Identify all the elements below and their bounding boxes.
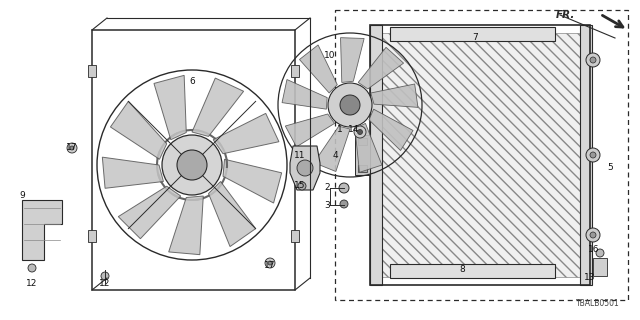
Polygon shape bbox=[169, 196, 204, 255]
Circle shape bbox=[268, 261, 272, 265]
Text: 11: 11 bbox=[294, 150, 306, 159]
Circle shape bbox=[590, 57, 596, 63]
Text: 2: 2 bbox=[324, 183, 330, 193]
Text: TBALB0501: TBALB0501 bbox=[576, 299, 620, 308]
Circle shape bbox=[590, 232, 596, 238]
Text: 5: 5 bbox=[607, 164, 613, 172]
Text: 6: 6 bbox=[189, 77, 195, 86]
Text: 12: 12 bbox=[26, 278, 38, 287]
Polygon shape bbox=[314, 126, 350, 172]
Polygon shape bbox=[118, 186, 180, 239]
Circle shape bbox=[101, 272, 109, 280]
Bar bbox=[88, 65, 96, 77]
Text: FR.: FR. bbox=[556, 10, 575, 20]
Polygon shape bbox=[209, 181, 255, 247]
Polygon shape bbox=[290, 146, 320, 190]
Circle shape bbox=[586, 228, 600, 242]
Circle shape bbox=[162, 135, 222, 195]
Polygon shape bbox=[285, 114, 335, 147]
Polygon shape bbox=[358, 47, 404, 89]
Circle shape bbox=[590, 152, 596, 158]
Bar bbox=[370, 25, 590, 285]
Circle shape bbox=[354, 126, 366, 138]
Circle shape bbox=[298, 182, 306, 190]
Text: 17: 17 bbox=[264, 260, 276, 269]
Text: 1: 1 bbox=[337, 125, 343, 134]
Bar bbox=[358, 138, 367, 145]
Text: 14: 14 bbox=[348, 125, 360, 134]
Text: 12: 12 bbox=[99, 278, 111, 287]
Text: 15: 15 bbox=[294, 180, 306, 189]
Circle shape bbox=[596, 249, 604, 257]
Polygon shape bbox=[282, 80, 327, 109]
Circle shape bbox=[358, 130, 362, 134]
Bar bbox=[390, 264, 555, 278]
Circle shape bbox=[340, 200, 348, 208]
Circle shape bbox=[586, 53, 600, 67]
Bar bbox=[378, 33, 582, 277]
Polygon shape bbox=[223, 159, 282, 203]
Bar bbox=[88, 230, 96, 242]
Circle shape bbox=[28, 264, 36, 272]
Bar bbox=[593, 258, 607, 276]
Circle shape bbox=[297, 160, 313, 176]
Circle shape bbox=[586, 148, 600, 162]
Bar bbox=[355, 135, 370, 175]
Circle shape bbox=[340, 95, 360, 115]
Polygon shape bbox=[102, 157, 163, 188]
Text: 10: 10 bbox=[324, 51, 336, 60]
Text: 13: 13 bbox=[584, 274, 596, 283]
Circle shape bbox=[177, 150, 207, 180]
Polygon shape bbox=[340, 38, 364, 83]
Bar bbox=[335, 10, 628, 300]
Circle shape bbox=[67, 143, 77, 153]
Polygon shape bbox=[192, 78, 244, 136]
Text: 8: 8 bbox=[459, 266, 465, 275]
Text: 4: 4 bbox=[332, 150, 338, 159]
Text: 17: 17 bbox=[67, 143, 77, 153]
Bar bbox=[358, 165, 367, 172]
Polygon shape bbox=[213, 113, 279, 154]
Polygon shape bbox=[111, 101, 167, 159]
Bar bbox=[390, 27, 555, 41]
Text: 9: 9 bbox=[19, 190, 25, 199]
Bar bbox=[291, 230, 299, 242]
Bar bbox=[580, 25, 592, 285]
Circle shape bbox=[265, 258, 275, 268]
Polygon shape bbox=[369, 109, 413, 150]
Bar bbox=[370, 25, 382, 285]
Polygon shape bbox=[355, 124, 382, 172]
Polygon shape bbox=[371, 84, 418, 108]
Bar bbox=[291, 65, 299, 77]
Polygon shape bbox=[300, 45, 337, 93]
Bar bbox=[92, 30, 295, 290]
Polygon shape bbox=[154, 75, 186, 140]
Text: 3: 3 bbox=[324, 201, 330, 210]
Text: 7: 7 bbox=[472, 34, 478, 43]
Circle shape bbox=[328, 83, 372, 127]
Circle shape bbox=[70, 146, 74, 150]
Circle shape bbox=[339, 183, 349, 193]
Text: 16: 16 bbox=[588, 245, 600, 254]
Polygon shape bbox=[22, 200, 62, 260]
